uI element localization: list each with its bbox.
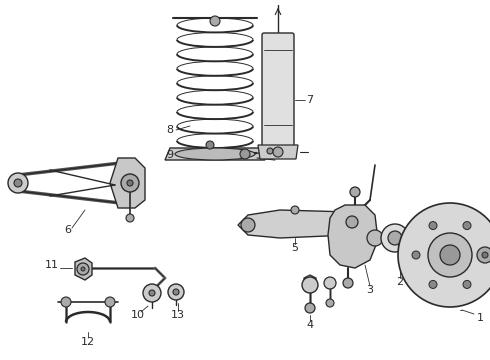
Circle shape: [350, 187, 360, 197]
Circle shape: [206, 141, 214, 149]
Circle shape: [273, 147, 283, 157]
Circle shape: [14, 179, 22, 187]
Circle shape: [480, 251, 488, 259]
Text: 2: 2: [396, 277, 404, 287]
Polygon shape: [435, 237, 439, 273]
Circle shape: [428, 233, 472, 277]
Circle shape: [346, 216, 358, 228]
Circle shape: [367, 230, 383, 246]
Circle shape: [173, 289, 179, 295]
Circle shape: [143, 284, 161, 302]
Circle shape: [324, 277, 336, 289]
Text: 1: 1: [476, 313, 484, 323]
Polygon shape: [75, 258, 92, 280]
Circle shape: [127, 180, 133, 186]
Circle shape: [412, 251, 420, 259]
Circle shape: [241, 218, 255, 232]
Polygon shape: [238, 210, 360, 238]
Circle shape: [121, 174, 139, 192]
Text: 5: 5: [292, 243, 298, 253]
Polygon shape: [328, 205, 378, 268]
Circle shape: [267, 148, 273, 154]
Circle shape: [149, 290, 155, 296]
Polygon shape: [456, 243, 461, 267]
Circle shape: [168, 284, 184, 300]
Polygon shape: [442, 239, 448, 271]
Circle shape: [477, 247, 490, 263]
Circle shape: [61, 297, 71, 307]
Polygon shape: [449, 241, 453, 269]
Polygon shape: [165, 148, 265, 160]
Polygon shape: [258, 145, 298, 159]
Text: 8: 8: [167, 125, 173, 135]
Circle shape: [240, 149, 250, 159]
Circle shape: [482, 252, 488, 258]
Text: 6: 6: [65, 225, 72, 235]
Text: 10: 10: [131, 310, 145, 320]
Circle shape: [302, 277, 318, 293]
Text: 3: 3: [367, 285, 373, 295]
Circle shape: [105, 297, 115, 307]
Circle shape: [381, 224, 409, 252]
Circle shape: [463, 221, 471, 230]
Circle shape: [326, 299, 334, 307]
Text: 7: 7: [306, 95, 314, 105]
Circle shape: [77, 263, 89, 275]
Text: 11: 11: [45, 260, 59, 270]
Circle shape: [398, 203, 490, 307]
Circle shape: [291, 206, 299, 214]
Circle shape: [81, 267, 85, 271]
FancyBboxPatch shape: [262, 33, 294, 147]
Circle shape: [343, 278, 353, 288]
Text: 12: 12: [81, 337, 95, 347]
Circle shape: [429, 221, 437, 230]
Circle shape: [8, 173, 28, 193]
Text: 4: 4: [306, 320, 314, 330]
Text: 13: 13: [171, 310, 185, 320]
Circle shape: [126, 214, 134, 222]
Polygon shape: [110, 158, 145, 208]
Polygon shape: [304, 275, 316, 288]
Ellipse shape: [175, 148, 255, 160]
Circle shape: [429, 280, 437, 288]
Polygon shape: [428, 233, 434, 277]
Text: 9: 9: [167, 150, 173, 160]
Circle shape: [463, 280, 471, 288]
Circle shape: [440, 245, 460, 265]
Circle shape: [388, 231, 402, 245]
Circle shape: [305, 303, 315, 313]
Circle shape: [210, 16, 220, 26]
